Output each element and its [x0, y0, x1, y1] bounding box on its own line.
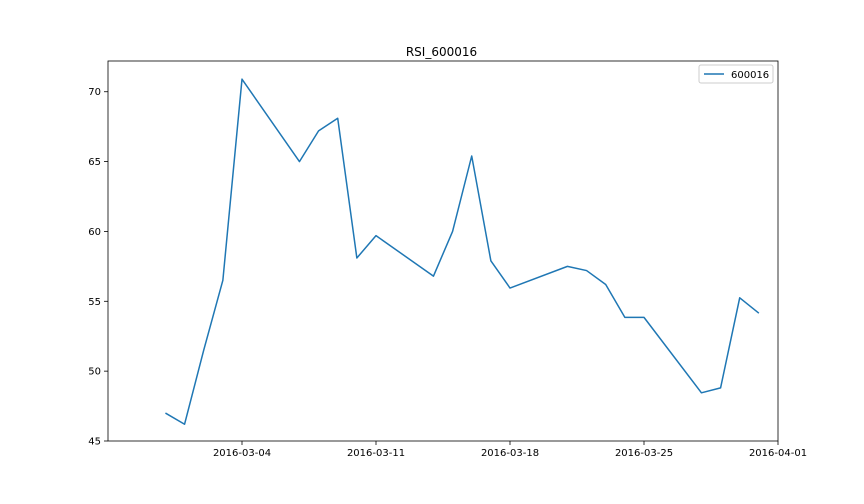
data-point [317, 130, 319, 132]
data-point [471, 155, 473, 157]
data-point [758, 312, 760, 314]
data-point [643, 316, 645, 318]
data-point [183, 423, 185, 425]
data-point [164, 412, 166, 414]
y-axis: 45 50 55 60 65 70 [88, 87, 108, 448]
x-tick-label: 2016-03-04 [213, 448, 271, 459]
data-point [337, 117, 339, 119]
data-point [298, 160, 300, 162]
y-tick-label: 45 [88, 437, 101, 448]
x-tick-label: 2016-03-18 [481, 448, 539, 459]
y-tick-label: 60 [88, 227, 101, 238]
legend: 600016 [698, 64, 774, 84]
data-point [241, 78, 243, 80]
series-line-0 [165, 78, 760, 425]
x-tick-label: 2016-04-01 [749, 448, 807, 459]
y-tick-label: 50 [88, 367, 101, 378]
data-point [509, 287, 511, 289]
data-point [203, 349, 205, 351]
data-point [356, 257, 358, 259]
data-point [585, 269, 587, 271]
data-point [739, 297, 741, 299]
y-tick-label: 70 [88, 87, 101, 98]
chart-title: RSI_600016 [406, 45, 477, 59]
y-tick-label: 55 [88, 297, 101, 308]
data-point [719, 387, 721, 389]
data-point [222, 279, 224, 281]
x-tick-label: 2016-03-11 [347, 448, 405, 459]
data-point [700, 392, 702, 394]
data-point [432, 275, 434, 277]
y-tick-label: 65 [88, 157, 101, 168]
data-point [624, 316, 626, 318]
legend-box [698, 64, 774, 84]
data-point [490, 260, 492, 262]
data-point [375, 234, 377, 236]
data-point [566, 265, 568, 267]
plot-frame [107, 60, 779, 442]
data-point [451, 230, 453, 232]
legend-label: 600016 [731, 70, 769, 81]
x-tick-label: 2016-03-25 [615, 448, 673, 459]
x-axis: 2016-03-04 2016-03-11 2016-03-18 2016-03-25… [213, 441, 807, 459]
plot-area [164, 78, 760, 425]
data-point [605, 283, 607, 285]
